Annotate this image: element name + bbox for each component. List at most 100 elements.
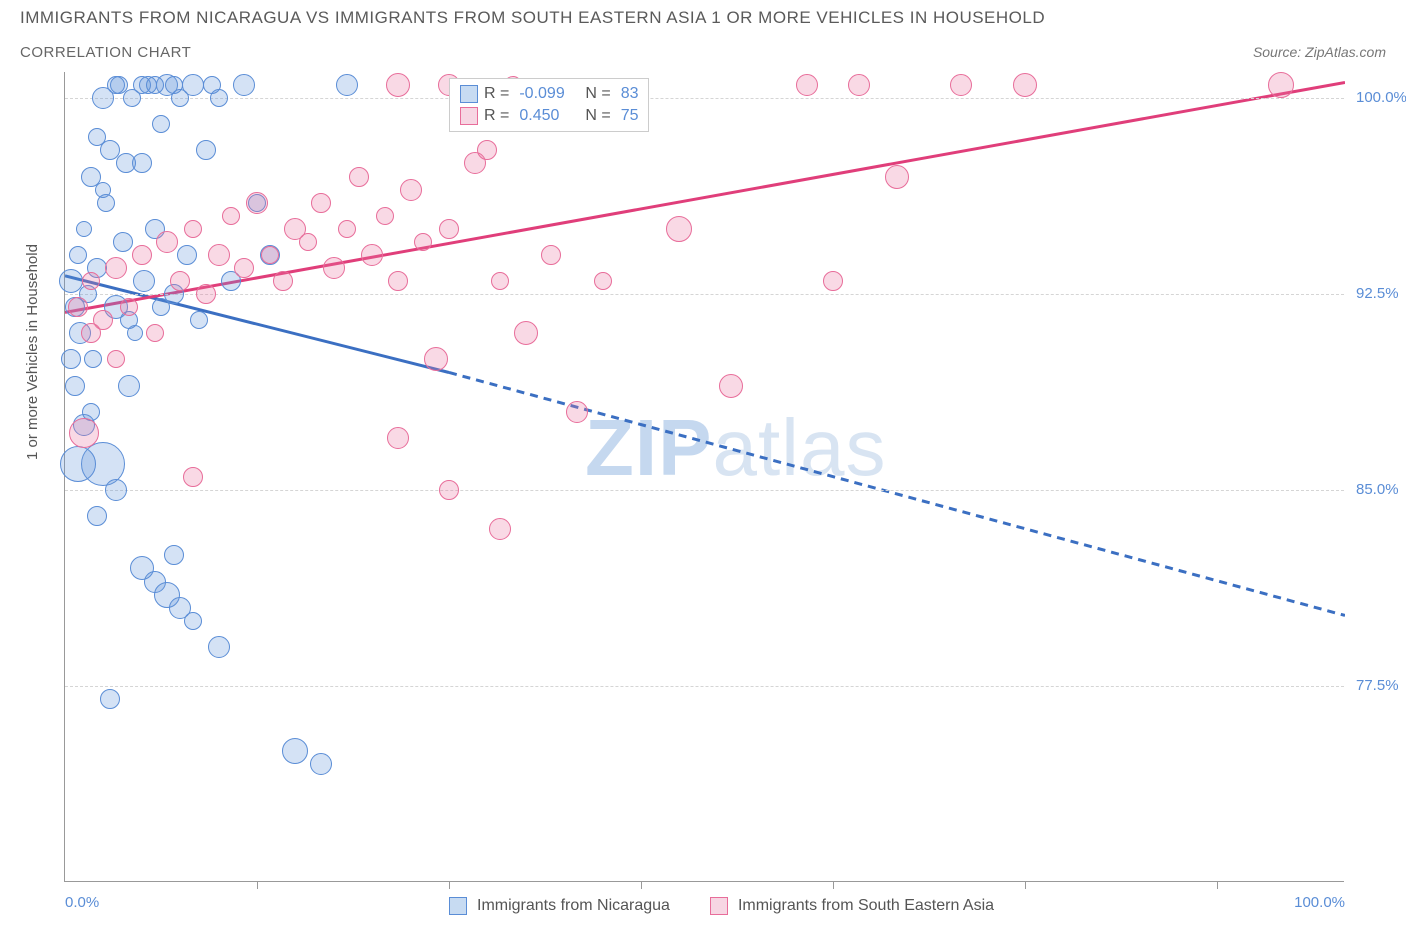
data-point-seasia xyxy=(120,298,138,316)
chart-title: IMMIGRANTS FROM NICARAGUA VS IMMIGRANTS … xyxy=(20,8,1045,28)
watermark-bold: ZIP xyxy=(585,403,712,492)
n-label: N = xyxy=(585,83,610,105)
data-point-seasia xyxy=(885,165,909,189)
data-point-nicaragua xyxy=(95,182,111,198)
data-point-seasia xyxy=(82,272,100,290)
data-point-seasia xyxy=(183,467,203,487)
data-point-seasia xyxy=(132,245,152,265)
r-value: -0.099 xyxy=(519,83,579,105)
data-point-seasia xyxy=(439,219,459,239)
data-point-seasia xyxy=(400,179,422,201)
data-point-nicaragua xyxy=(76,221,92,237)
legend-label-seasia: Immigrants from South Eastern Asia xyxy=(738,897,994,915)
data-point-nicaragua xyxy=(133,270,155,292)
y-tick-label: 100.0% xyxy=(1356,89,1406,106)
r-value: 0.450 xyxy=(519,105,579,127)
data-point-nicaragua xyxy=(87,506,107,526)
gridline xyxy=(65,686,1344,687)
data-point-seasia xyxy=(848,74,870,96)
data-point-seasia xyxy=(414,233,432,251)
x-tick-label: 0.0% xyxy=(65,894,99,911)
data-point-seasia xyxy=(105,257,127,279)
data-point-seasia xyxy=(489,518,511,540)
data-point-seasia xyxy=(796,74,818,96)
data-point-seasia xyxy=(196,284,216,304)
x-tick xyxy=(833,881,834,889)
data-point-seasia xyxy=(514,321,538,345)
data-point-nicaragua xyxy=(203,76,221,94)
data-point-seasia xyxy=(361,244,383,266)
data-point-seasia xyxy=(666,216,692,242)
data-point-nicaragua xyxy=(152,115,170,133)
scatter-plot: ZIPatlas 100.0%92.5%85.0%77.5%0.0%100.0%… xyxy=(64,72,1344,882)
data-point-nicaragua xyxy=(105,479,127,501)
legend-swatch xyxy=(710,897,728,915)
x-tick xyxy=(449,881,450,889)
data-point-nicaragua xyxy=(113,232,133,252)
y-tick-label: 92.5% xyxy=(1356,285,1406,302)
data-point-seasia xyxy=(323,257,345,279)
data-point-seasia xyxy=(246,192,268,214)
x-tick xyxy=(1025,881,1026,889)
data-point-nicaragua xyxy=(116,153,136,173)
x-tick xyxy=(641,881,642,889)
legend-swatch xyxy=(449,897,467,915)
data-point-nicaragua xyxy=(88,128,106,146)
data-point-seasia xyxy=(261,246,279,264)
data-point-seasia xyxy=(222,207,240,225)
data-point-nicaragua xyxy=(65,376,85,396)
data-point-seasia xyxy=(107,350,125,368)
data-point-nicaragua xyxy=(152,298,170,316)
n-value: 75 xyxy=(621,105,639,127)
data-point-nicaragua xyxy=(107,76,125,94)
data-point-nicaragua xyxy=(164,545,184,565)
legend-swatch xyxy=(460,85,478,103)
data-point-nicaragua xyxy=(282,738,308,764)
data-point-seasia xyxy=(184,220,202,238)
chart-subtitle: CORRELATION CHART xyxy=(20,44,191,61)
data-point-nicaragua xyxy=(69,246,87,264)
legend-row-seasia: R =0.450N =75 xyxy=(460,105,638,127)
data-point-seasia xyxy=(823,271,843,291)
data-point-seasia xyxy=(719,374,743,398)
correlation-legend: R =-0.099N =83R =0.450N =75 xyxy=(449,78,649,132)
data-point-seasia xyxy=(566,401,588,423)
gridline xyxy=(65,294,1344,295)
data-point-seasia xyxy=(170,271,190,291)
y-tick-label: 85.0% xyxy=(1356,481,1406,498)
n-label: N = xyxy=(585,105,610,127)
x-tick xyxy=(257,881,258,889)
data-point-nicaragua xyxy=(196,140,216,160)
data-point-nicaragua xyxy=(184,612,202,630)
data-point-seasia xyxy=(234,258,254,278)
data-point-nicaragua xyxy=(336,74,358,96)
watermark-light: atlas xyxy=(712,403,886,492)
r-label: R = xyxy=(484,83,509,105)
data-point-seasia xyxy=(156,231,178,253)
data-point-nicaragua xyxy=(146,76,164,94)
x-tick xyxy=(1217,881,1218,889)
data-point-seasia xyxy=(386,73,410,97)
data-point-seasia xyxy=(424,347,448,371)
data-point-nicaragua xyxy=(310,753,332,775)
data-point-nicaragua xyxy=(190,311,208,329)
data-point-seasia xyxy=(338,220,356,238)
data-point-seasia xyxy=(1268,72,1294,98)
source-label: Source: ZipAtlas.com xyxy=(1253,44,1386,60)
data-point-seasia xyxy=(299,233,317,251)
data-point-seasia xyxy=(1013,73,1037,97)
data-point-nicaragua xyxy=(84,350,102,368)
data-point-seasia xyxy=(439,480,459,500)
data-point-seasia xyxy=(387,427,409,449)
data-point-seasia xyxy=(541,245,561,265)
data-point-nicaragua xyxy=(118,375,140,397)
data-point-seasia xyxy=(376,207,394,225)
data-point-seasia xyxy=(594,272,612,290)
series-legend: Immigrants from NicaraguaImmigrants from… xyxy=(449,897,1024,915)
data-point-seasia xyxy=(349,167,369,187)
data-point-seasia xyxy=(388,271,408,291)
data-point-seasia xyxy=(311,193,331,213)
y-tick-label: 77.5% xyxy=(1356,677,1406,694)
watermark: ZIPatlas xyxy=(585,402,886,494)
x-tick-label: 100.0% xyxy=(1294,894,1345,911)
